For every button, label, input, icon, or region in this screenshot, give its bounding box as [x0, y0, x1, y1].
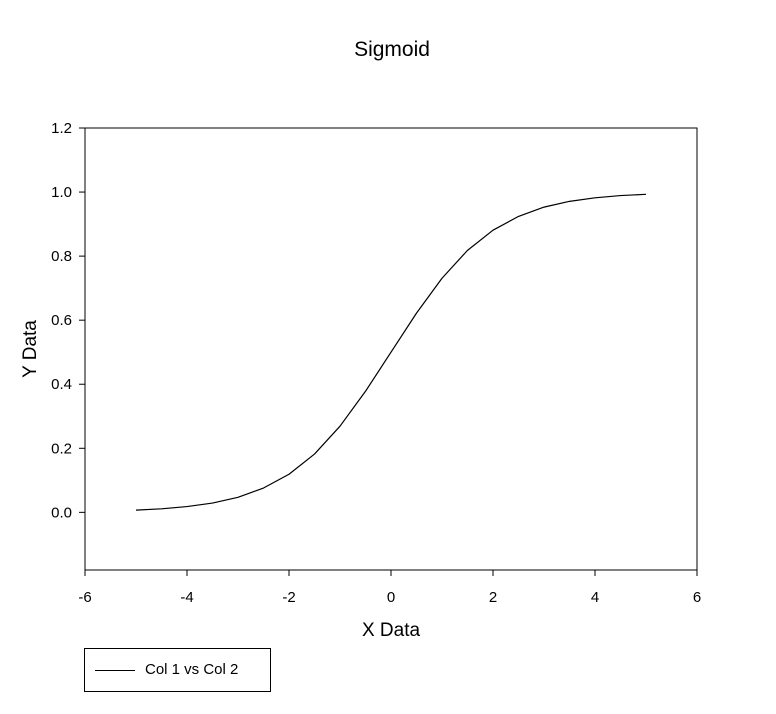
x-tick-label: 4	[591, 589, 599, 606]
y-tick-label: 0.4	[51, 376, 72, 393]
y-tick-label: 0.8	[51, 248, 72, 265]
legend-swatch	[95, 670, 135, 671]
x-axis-label: X Data	[361, 620, 421, 641]
x-tick-label: 0	[387, 589, 395, 606]
series-line	[135, 193, 647, 511]
y-axis-label: Y Data	[20, 320, 41, 378]
x-tick-label: -6	[78, 589, 91, 606]
y-tick-label: 0.6	[51, 312, 72, 329]
x-tick-label: -4	[180, 589, 193, 606]
y-tick-label: 1.2	[51, 120, 72, 137]
x-axis: -6 -4 -2 0 2 4 6	[78, 570, 701, 606]
legend-entry-label: Col 1 vs Col 2	[145, 661, 239, 678]
chart-title: Sigmoid	[354, 38, 430, 61]
y-tick-label: 0.2	[51, 440, 72, 457]
legend: Col 1 vs Col 2	[84, 648, 271, 692]
x-tick-label: -2	[282, 589, 295, 606]
plot-frame	[84, 127, 698, 571]
x-tick-label: 6	[693, 589, 701, 606]
series-layer	[135, 193, 647, 511]
x-tick-label: 2	[489, 589, 497, 606]
y-axis: 0.0 0.2 0.4 0.6 0.8 1.0 1.2	[51, 120, 85, 521]
y-tick-label: 0.0	[51, 504, 72, 521]
y-tick-label: 1.0	[51, 184, 72, 201]
